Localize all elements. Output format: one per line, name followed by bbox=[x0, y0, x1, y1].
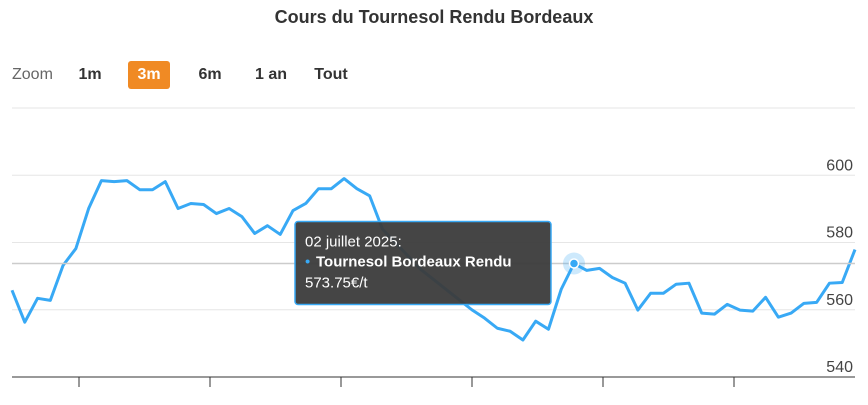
plot: 540 560 580 600 02 juillet 2025: • Tournesol B… bbox=[10, 157, 857, 376]
y-tick-label: 600 bbox=[826, 157, 853, 174]
zoom-button-bg[interactable] bbox=[128, 61, 170, 89]
y-tick-label: 580 bbox=[826, 225, 853, 242]
zoom-button[interactable]: 1m bbox=[78, 66, 101, 83]
zoom-buttons: 1m 3m 6m 1 an Tout bbox=[78, 61, 348, 89]
chart-title: Cours du Tournesol Rendu Bordeaux bbox=[275, 7, 594, 27]
x-ticks bbox=[78, 377, 735, 387]
tooltip-value: 573.75€/t bbox=[305, 274, 368, 291]
y-tick-label: 560 bbox=[826, 292, 853, 309]
tooltip-bullet: • bbox=[305, 253, 310, 270]
zoom-button[interactable]: 6m bbox=[198, 66, 221, 83]
zoom-label: Zoom bbox=[12, 66, 53, 83]
y-tick-label: 540 bbox=[826, 359, 853, 376]
zoom-button[interactable]: Tout bbox=[314, 66, 348, 83]
tooltip-date: 02 juillet 2025: bbox=[305, 233, 402, 250]
tooltip-series: Tournesol Bordeaux Rendu bbox=[316, 253, 512, 270]
zoom-button[interactable]: 1 an bbox=[255, 66, 287, 83]
tooltip-box bbox=[294, 220, 552, 306]
hover-point bbox=[568, 258, 580, 269]
zoom-button[interactable]: 3m bbox=[137, 66, 160, 83]
